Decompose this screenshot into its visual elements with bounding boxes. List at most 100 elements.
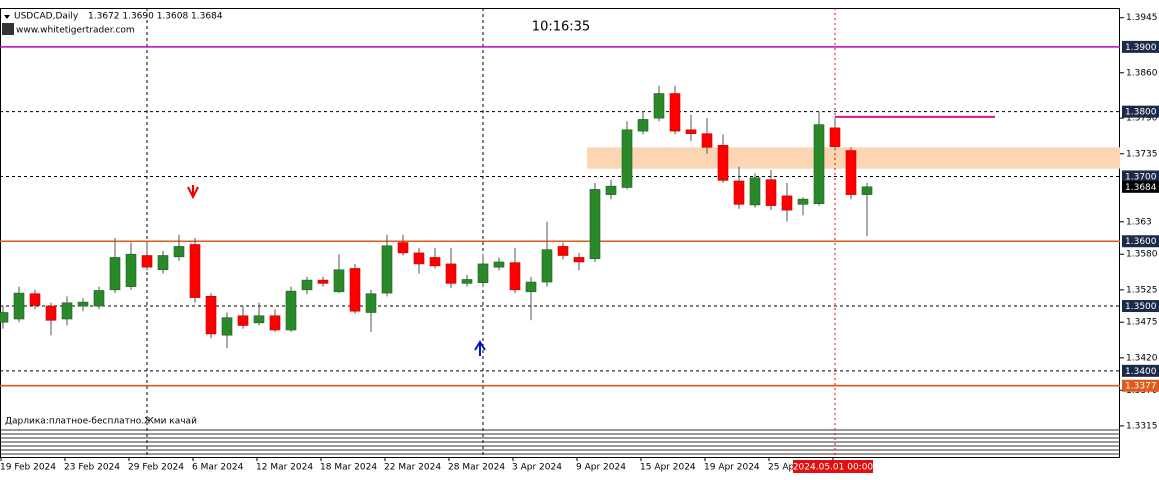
price-tag-label: 1.3600 <box>1125 237 1157 247</box>
price-tag <box>1122 40 1159 53</box>
candle-body <box>61 302 73 320</box>
candle-body <box>237 315 249 326</box>
price-tag-label: 1.3700 <box>1125 172 1157 182</box>
crosshair-label: 2024.05.01 00:00 <box>793 463 874 473</box>
y-tick-label: 1.3945 <box>1126 13 1158 23</box>
candle-body <box>477 263 489 284</box>
x-tick-label: 3 Apr 2024 <box>512 463 562 473</box>
price-tag-label: 1.3377 <box>1125 382 1157 392</box>
x-tick-label: 22 Mar 2024 <box>384 463 441 473</box>
candle-body <box>861 186 873 195</box>
candle-body <box>621 129 633 188</box>
candle-body <box>397 242 409 254</box>
candle-body <box>589 189 601 260</box>
symbol: USDCAD,Daily <box>14 12 79 22</box>
x-tick-label: 19 Apr 2024 <box>704 463 760 473</box>
x-tick-label: 18 Mar 2024 <box>320 463 377 473</box>
price-tag-label: 1.3684 <box>1125 183 1157 193</box>
candle-body <box>77 301 89 307</box>
candle-body <box>269 315 281 331</box>
candle-body <box>13 292 25 320</box>
candle-body <box>557 246 569 256</box>
y-tick-label: 1.3790 <box>1126 114 1158 124</box>
menu-triangle <box>4 15 10 19</box>
candle-body <box>0 312 9 323</box>
down-arrow <box>187 185 199 200</box>
candle-body <box>493 261 505 268</box>
y-tick-label: 1.3860 <box>1126 68 1158 78</box>
candle-body <box>365 293 377 313</box>
candle-body <box>285 290 297 331</box>
y-tick-label: 1.3315 <box>1126 421 1158 431</box>
plot-frame <box>0 8 1120 458</box>
y-tick-label: 1.363 <box>1126 217 1152 227</box>
candle-body <box>637 119 649 132</box>
price-tag <box>1122 379 1159 392</box>
price-tag-label: 1.3900 <box>1125 43 1157 53</box>
candle-body <box>45 305 57 321</box>
candle-body <box>29 293 41 306</box>
candle-body <box>93 290 105 307</box>
candle-body <box>333 269 345 293</box>
candle-body <box>221 317 233 336</box>
candle-body <box>525 281 537 293</box>
price-tag <box>1122 170 1159 183</box>
clock: 10:16:35 <box>532 20 590 35</box>
candle-body <box>141 255 153 268</box>
candle-body <box>781 195 793 211</box>
up-arrow <box>474 340 486 356</box>
y-tick-label: 1.3475 <box>1126 318 1158 328</box>
candle-body <box>749 177 761 206</box>
candle-body <box>301 279 313 291</box>
y-tick-label: 1.3420 <box>1126 353 1158 363</box>
candle-body <box>461 279 473 284</box>
candle-body <box>573 257 585 263</box>
price-tag <box>1122 105 1159 118</box>
candle-body <box>541 249 553 283</box>
x-tick-label: 15 Apr 2024 <box>640 463 696 473</box>
candle-body <box>317 279 329 284</box>
candle-body <box>717 145 729 181</box>
candle-body <box>253 315 265 324</box>
candle-body <box>429 257 441 267</box>
price-tag <box>1122 300 1159 313</box>
price-tag-label: 1.3500 <box>1125 302 1157 312</box>
logo <box>2 23 14 35</box>
x-tick-label: 9 Apr 2024 <box>576 463 626 473</box>
candle-body <box>653 93 665 119</box>
price-tag <box>1122 180 1159 193</box>
candle-body <box>445 263 457 284</box>
candle-body <box>173 246 185 258</box>
x-tick-label: 19 Feb 2024 <box>0 463 56 473</box>
y-tick-label: 1.3735 <box>1126 149 1158 159</box>
note: Дарлика:платное-бесплатно.Жми качай <box>5 417 197 427</box>
bottom-lines <box>0 429 1120 455</box>
candle-body <box>509 262 521 291</box>
candle-body <box>413 252 425 265</box>
candle-body <box>733 180 745 205</box>
candle-body <box>685 129 697 134</box>
website: www.whitetigertrader.com <box>16 26 135 36</box>
price-tag-label: 1.3400 <box>1125 367 1157 377</box>
candle-body <box>797 198 809 205</box>
candle-body <box>845 150 857 195</box>
x-tick-label: 29 Feb 2024 <box>128 463 184 473</box>
x-tick-label: 23 Feb 2024 <box>64 463 120 473</box>
price-tag-label: 1.3800 <box>1125 108 1157 118</box>
candle-body <box>829 127 841 147</box>
candle-body <box>813 124 825 204</box>
price-tag <box>1122 235 1159 248</box>
y-tick-label: 1.3580 <box>1126 250 1158 260</box>
candle-body <box>125 253 137 287</box>
crosshair-label-bg <box>793 460 873 473</box>
x-tick-label: 12 Mar 2024 <box>256 463 313 473</box>
candle-body <box>765 179 777 206</box>
ohlc: 1.3672 1.3690 1.3608 1.3684 <box>88 12 223 22</box>
candle-body <box>189 244 201 298</box>
layer <box>0 8 1120 457</box>
candle-body <box>157 255 169 271</box>
candle-body <box>205 296 217 335</box>
candle-body <box>349 268 361 312</box>
candle-body <box>669 93 681 132</box>
